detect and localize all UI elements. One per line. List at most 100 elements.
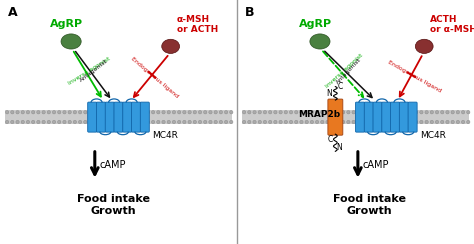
Circle shape [461,111,465,114]
Circle shape [83,120,87,124]
Circle shape [264,111,266,114]
Circle shape [383,120,387,124]
Circle shape [289,111,292,114]
Circle shape [425,120,428,124]
Circle shape [125,111,128,114]
Circle shape [404,111,407,114]
Circle shape [131,120,134,124]
FancyBboxPatch shape [97,102,105,132]
Circle shape [73,120,76,124]
Circle shape [89,120,92,124]
Text: Food intake
Growth: Food intake Growth [77,194,150,216]
Circle shape [451,120,454,124]
Circle shape [320,111,324,114]
Bar [242,110,469,124]
Circle shape [320,120,324,124]
FancyBboxPatch shape [399,102,408,132]
Circle shape [316,111,319,114]
Ellipse shape [415,39,433,53]
Circle shape [94,120,98,124]
Circle shape [341,111,345,114]
FancyBboxPatch shape [382,102,391,132]
Circle shape [152,120,155,124]
Circle shape [58,111,61,114]
Circle shape [68,111,71,114]
Circle shape [425,111,428,114]
Text: Inverse agonist: Inverse agonist [67,56,111,86]
Circle shape [146,120,149,124]
Circle shape [399,120,402,124]
Circle shape [177,111,181,114]
Ellipse shape [162,39,180,53]
Circle shape [294,120,298,124]
Circle shape [214,111,217,114]
Circle shape [310,111,313,114]
Circle shape [42,111,46,114]
Ellipse shape [310,34,330,49]
Circle shape [357,120,360,124]
Circle shape [229,111,233,114]
Circle shape [466,120,470,124]
Circle shape [368,111,371,114]
Circle shape [430,120,433,124]
Circle shape [209,111,212,114]
Circle shape [173,111,175,114]
Circle shape [289,120,292,124]
Circle shape [188,120,191,124]
Circle shape [193,120,196,124]
Text: α-MSH
or ACTH: α-MSH or ACTH [176,15,218,34]
Circle shape [109,111,113,114]
Text: B: B [246,6,255,19]
FancyBboxPatch shape [88,102,97,132]
Circle shape [10,120,14,124]
Circle shape [120,111,123,114]
Circle shape [31,120,35,124]
Circle shape [52,111,56,114]
Circle shape [399,111,402,114]
Circle shape [63,111,66,114]
Circle shape [247,120,251,124]
Text: Antagonist: Antagonist [336,57,363,85]
Circle shape [346,120,350,124]
Text: MRAP2b: MRAP2b [299,110,341,119]
Circle shape [136,111,139,114]
Circle shape [182,120,186,124]
FancyBboxPatch shape [408,102,417,132]
FancyBboxPatch shape [140,102,149,132]
Circle shape [63,120,66,124]
Circle shape [6,120,9,124]
FancyBboxPatch shape [391,102,400,132]
Circle shape [451,111,454,114]
Circle shape [27,111,29,114]
FancyBboxPatch shape [328,99,343,135]
Circle shape [219,111,223,114]
Circle shape [104,111,108,114]
Circle shape [294,111,298,114]
Circle shape [36,120,40,124]
Circle shape [94,111,98,114]
Circle shape [27,120,29,124]
Circle shape [16,111,19,114]
Circle shape [115,111,118,114]
Text: Endogenous ligand: Endogenous ligand [129,56,179,99]
Circle shape [219,120,223,124]
Circle shape [326,111,329,114]
Circle shape [441,120,444,124]
Circle shape [346,111,350,114]
Text: AgRP: AgRP [50,19,83,29]
Circle shape [268,120,272,124]
FancyBboxPatch shape [373,102,382,132]
Text: ACTH
or α-MSH: ACTH or α-MSH [430,15,474,34]
FancyBboxPatch shape [364,102,373,132]
Circle shape [461,120,465,124]
Text: A: A [8,6,18,19]
Text: AgRP: AgRP [299,19,332,29]
Circle shape [441,111,444,114]
Circle shape [435,111,439,114]
Circle shape [204,120,207,124]
Circle shape [253,120,256,124]
Circle shape [383,111,387,114]
Circle shape [279,111,282,114]
Text: Endogenous ligand: Endogenous ligand [387,60,442,93]
Circle shape [141,111,144,114]
